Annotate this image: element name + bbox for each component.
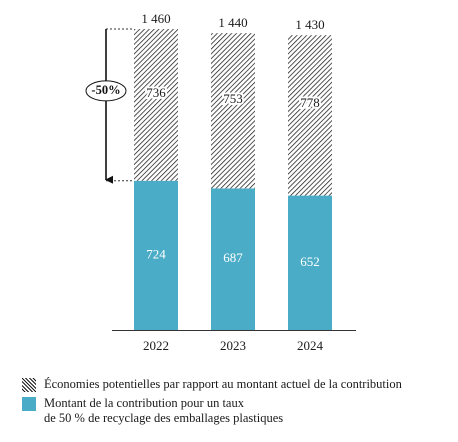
- bar-contribution-2023: [211, 188, 255, 330]
- total-label-2023: 1 440: [218, 15, 247, 30]
- legend-item-savings: Économies potentielles par rapport au mo…: [22, 377, 452, 392]
- contribution-label-2024: 652: [300, 254, 320, 269]
- x-tick-label-2022: 2022: [143, 338, 169, 353]
- bar-savings-2022: [134, 29, 178, 181]
- savings-label-2024: 778: [300, 95, 320, 110]
- bar-savings-2023: [211, 33, 255, 189]
- legend-item-contribution: Montant de la contribution pour un taux …: [22, 396, 452, 426]
- total-label-2022: 1 460: [141, 11, 170, 26]
- bar-contribution-2022: [134, 180, 178, 330]
- bar-savings-2024: [288, 35, 332, 196]
- x-tick-label-2024: 2024: [297, 338, 324, 353]
- savings-label-2022: 736: [146, 85, 166, 100]
- annotation-label: -50%: [91, 83, 120, 97]
- contribution-label-2023: 687: [223, 250, 243, 265]
- bar-contribution-2024: [288, 195, 332, 330]
- stacked-bar-chart: 1 460 736 724 2022 1 440 753 687 2023 1 430 778 65…: [85, 11, 356, 353]
- total-label-2024: 1 430: [295, 17, 324, 32]
- legend-swatch-hatched: [22, 378, 36, 392]
- legend-swatch-solid: [22, 397, 36, 411]
- savings-label-2023: 753: [223, 91, 243, 106]
- contribution-label-2022: 724: [146, 246, 166, 261]
- x-tick-label-2023: 2023: [220, 338, 246, 353]
- legend-label-savings: Économies potentielles par rapport au mo…: [44, 377, 402, 391]
- annotation-badge: [85, 80, 127, 102]
- chart-legend: Économies potentielles par rapport au mo…: [22, 377, 452, 430]
- legend-label-contribution: Montant de la contribution pour un taux …: [44, 396, 284, 425]
